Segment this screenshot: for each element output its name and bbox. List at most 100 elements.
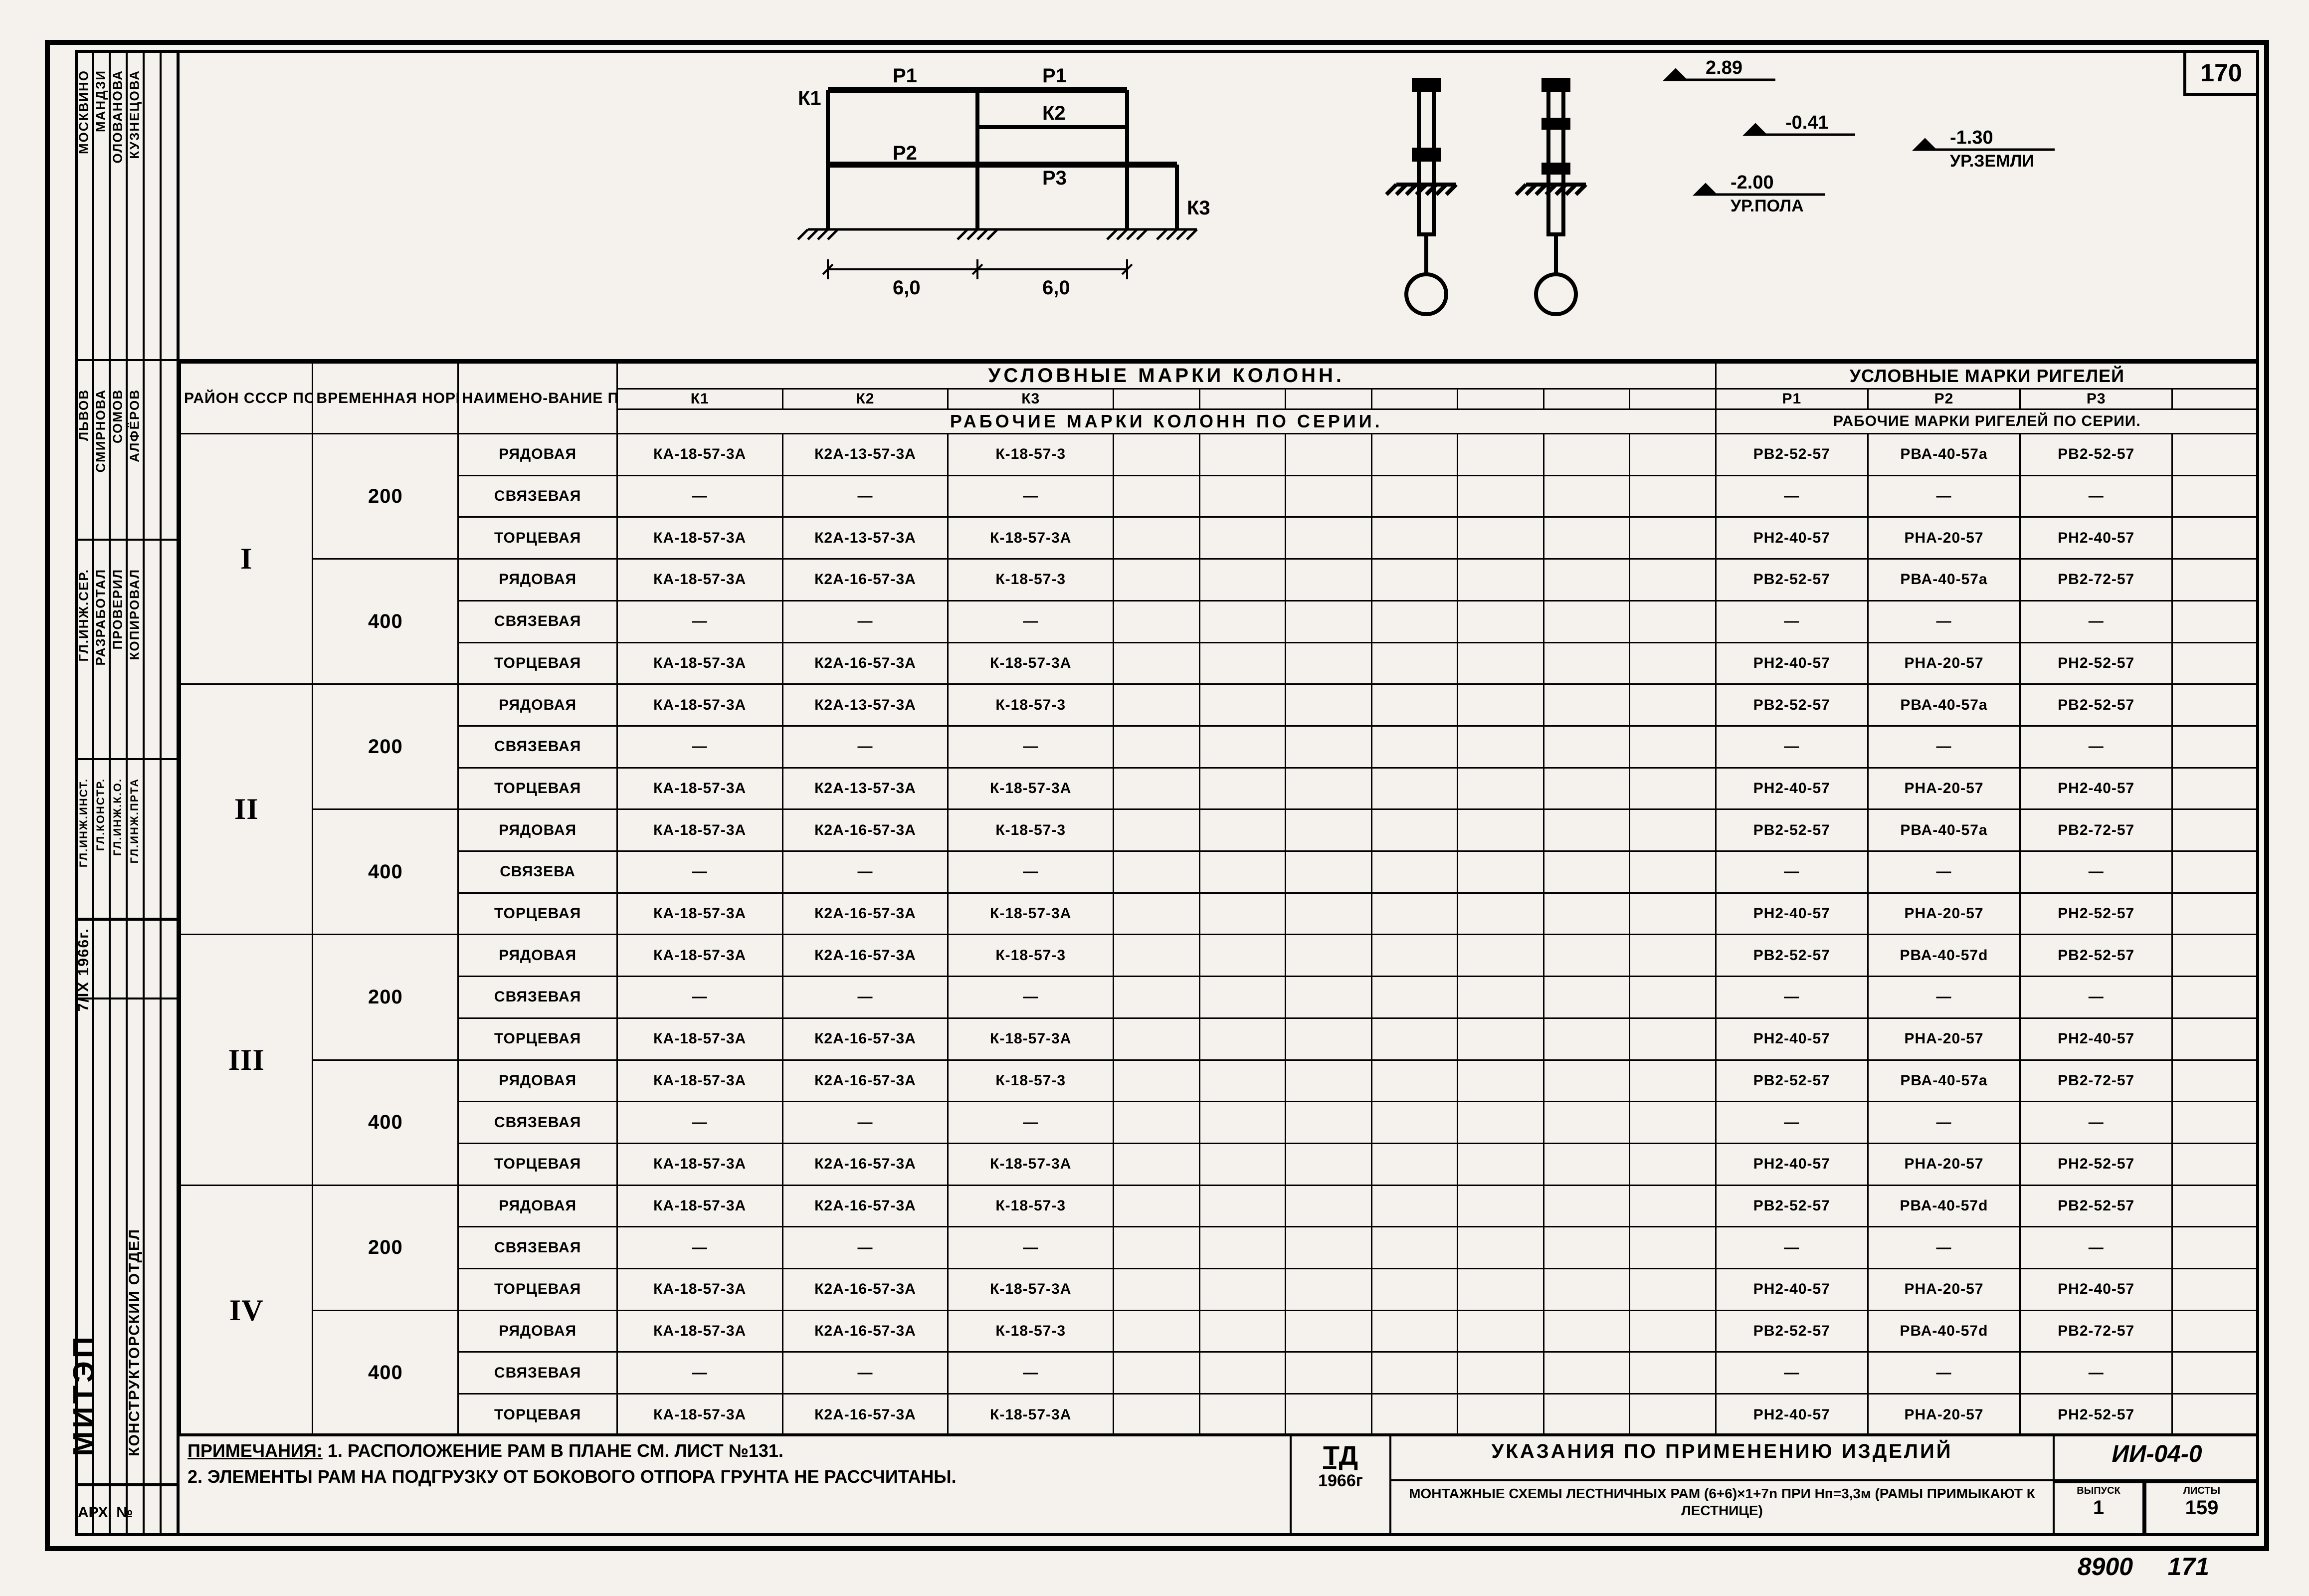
cell-empty — [1630, 1143, 1716, 1185]
diagram-area: К1 Р1 Р1 Р2 К2 Р3 К3 6,0 6,0 — [180, 50, 2259, 359]
cell-p1: — — [1716, 475, 1868, 517]
cell-empty — [1630, 1018, 1716, 1060]
cell-empty — [1199, 851, 1286, 893]
table-row: ТОРЦЕВАЯКА-18-57-3АК2А-13-57-3АК-18-57-3… — [181, 517, 2259, 559]
cell-empty — [1543, 893, 1630, 935]
cell-empty — [1458, 851, 1544, 893]
cell-empty — [1630, 559, 1716, 601]
cell-rayon: II — [181, 684, 313, 935]
cell-p3: РН2-40-57 — [2020, 517, 2172, 559]
name: АЛФЁРОВ — [127, 389, 143, 462]
cell-empty — [1286, 935, 1372, 977]
cell-empty — [1199, 642, 1286, 684]
cell-empty — [1114, 1310, 1200, 1352]
cell-k3: — — [948, 977, 1114, 1018]
role: ГЛ.ИНЖ.ПРТА — [128, 778, 141, 863]
cell-empty — [1199, 600, 1286, 642]
cell-load: 400 — [313, 559, 458, 684]
cell-p1: РВ2-52-57 — [1716, 809, 1868, 851]
cell-p3: РВ2-52-57 — [2020, 434, 2172, 476]
table-row: ТОРЦЕВАЯКА-18-57-3АК2А-16-57-3АК-18-57-3… — [181, 1143, 2259, 1185]
cell-empty — [1371, 600, 1458, 642]
table-row: ТОРЦЕВАЯКА-18-57-3АК2А-16-57-3АК-18-57-3… — [181, 1018, 2259, 1060]
cell-empty — [1199, 517, 1286, 559]
table-row: СВЯЗЕВАЯ—————— — [181, 726, 2259, 768]
svg-text:2.89: 2.89 — [1706, 57, 1742, 78]
cell-p2: РНА-20-57 — [1868, 768, 2020, 809]
cell-empty — [2172, 684, 2259, 726]
hdr-rayon: РАЙОН СССР ПО СКОРОСТ-НОМУ НАПОРУ ВЕТРА — [181, 363, 313, 434]
cell-empty — [1371, 475, 1458, 517]
cell-empty — [2172, 559, 2259, 601]
cell-p3: РВ2-72-57 — [2020, 1310, 2172, 1352]
cell-empty — [1199, 475, 1286, 517]
cell-empty — [2172, 1269, 2259, 1311]
cell-type: ТОРЦЕВАЯ — [458, 1269, 617, 1311]
cell-empty — [1458, 475, 1544, 517]
cell-type: СВЯЗЕВАЯ — [458, 1227, 617, 1269]
cell-p1: РВ2-52-57 — [1716, 684, 1868, 726]
cell-empty — [1630, 1060, 1716, 1102]
svg-text:-1.30: -1.30 — [1950, 127, 1993, 148]
cell-p2: РВА-40-57а — [1868, 809, 2020, 851]
cell-empty — [1286, 434, 1372, 476]
cell-k2: — — [782, 1102, 948, 1144]
cell-k2: — — [782, 851, 948, 893]
title-sub: МОНТАЖНЫЕ СХЕМЫ ЛЕСТНИЧНЫХ РАМ (6+6)×1+7… — [1391, 1481, 2055, 1536]
cell-k2: К2А-16-57-3А — [782, 1269, 948, 1311]
cell-k3: К-18-57-3 — [948, 1310, 1114, 1352]
cell-empty — [1543, 1310, 1630, 1352]
table-row: 400РЯДОВАЯКА-18-57-3АК2А-16-57-3АК-18-57… — [181, 1060, 2259, 1102]
cell-empty — [1114, 1102, 1200, 1144]
cell-type: ТОРЦЕВАЯ — [458, 1143, 617, 1185]
cell-load: 200 — [313, 935, 458, 1060]
cell-empty — [1286, 1143, 1372, 1185]
cell-empty — [1199, 935, 1286, 977]
cell-empty — [2172, 1060, 2259, 1102]
cell-empty — [1114, 726, 1200, 768]
hdr-p2: Р2 — [1868, 389, 2020, 409]
cell-k2: К2А-16-57-3А — [782, 893, 948, 935]
cell-empty — [1630, 1394, 1716, 1436]
cell-p3: РВ2-52-57 — [2020, 684, 2172, 726]
cell-empty — [1371, 642, 1458, 684]
cell-k1: КА-18-57-3А — [617, 1269, 782, 1311]
cell-empty — [1543, 642, 1630, 684]
cell-p2: РВА-40-57d — [1868, 1185, 2020, 1227]
cell-k2: — — [782, 1352, 948, 1394]
cell-k2: К2А-13-57-3А — [782, 684, 948, 726]
table-row: СВЯЗЕВАЯ—————— — [181, 600, 2259, 642]
cell-type: СВЯЗЕВАЯ — [458, 475, 617, 517]
cell-empty — [1543, 434, 1630, 476]
hdr-usl-rig: УСЛОВНЫЕ МАРКИ РИГЕЛЕЙ — [1716, 363, 2258, 389]
name: СМИРНОВА — [93, 389, 109, 472]
cell-p1: РН2-40-57 — [1716, 642, 1868, 684]
cell-type: СВЯЗЕВАЯ — [458, 726, 617, 768]
cell-empty — [1458, 893, 1544, 935]
table-row: ТОРЦЕВАЯКА-18-57-3АК2А-16-57-3АК-18-57-3… — [181, 893, 2259, 935]
cell-k3: — — [948, 1227, 1114, 1269]
cell-empty — [1543, 851, 1630, 893]
cell-empty — [1114, 1352, 1200, 1394]
cell-type: ТОРЦЕВАЯ — [458, 642, 617, 684]
cell-p1: РВ2-52-57 — [1716, 434, 1868, 476]
cell-p1: — — [1716, 851, 1868, 893]
cell-k2: К2А-13-57-3А — [782, 517, 948, 559]
cell-load: 400 — [313, 1310, 458, 1435]
cell-p2: РНА-20-57 — [1868, 1143, 2020, 1185]
cell-empty — [1458, 1227, 1544, 1269]
cell-empty — [1371, 935, 1458, 977]
cell-empty — [1371, 893, 1458, 935]
cell-empty — [1199, 559, 1286, 601]
cell-k3: К-18-57-3А — [948, 1394, 1114, 1436]
cell-empty — [1630, 642, 1716, 684]
cell-type: ТОРЦЕВАЯ — [458, 768, 617, 809]
cell-k1: КА-18-57-3А — [617, 1018, 782, 1060]
cell-empty — [1371, 809, 1458, 851]
cell-type: ТОРЦЕВАЯ — [458, 517, 617, 559]
arh-no: АРХ. № — [78, 1504, 174, 1521]
hdr-load: ВРЕМЕННАЯ НОРМАТИВ-НАЯ НАГРУЗ-КА НА ПЕРЕ… — [313, 363, 458, 434]
cell-k3: — — [948, 475, 1114, 517]
cell-empty — [1543, 1102, 1630, 1144]
cell-p1: РН2-40-57 — [1716, 1143, 1868, 1185]
